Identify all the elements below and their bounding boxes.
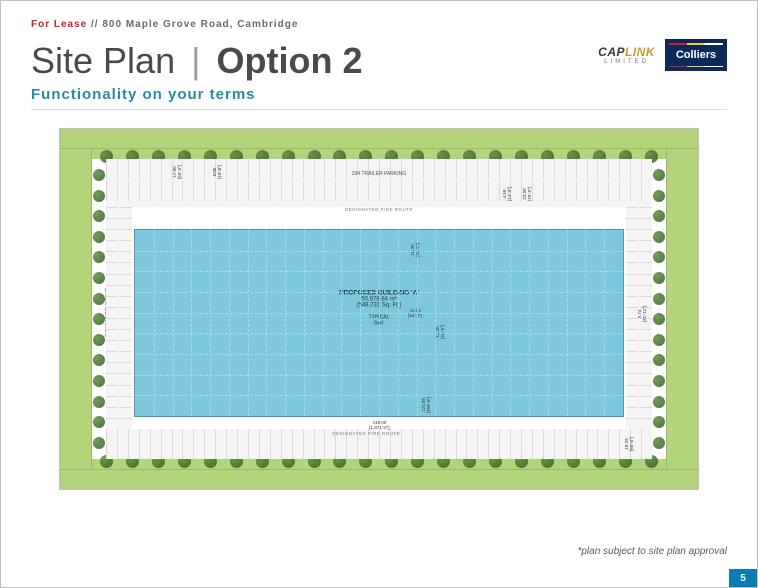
- caplink-logo: CAPLINK LIMITED: [598, 45, 655, 65]
- page-number: 5: [729, 569, 757, 587]
- logos: CAPLINK LIMITED Colliers: [598, 39, 727, 71]
- dim-side-2: 18.29[60'-0"]: [624, 437, 634, 451]
- trailer-parking-label: 234 TRAILER PARKING: [352, 171, 406, 177]
- dim-length: 419.00[1,371'-0"]: [369, 420, 389, 430]
- site-plan: BOXWOOD DRIVE MAPLE GROVE ROAD 234 TRAIL…: [59, 128, 699, 490]
- dim-park-3: 23.00[75'-5"]: [522, 187, 532, 201]
- fire-route-top: DESIGNATED FIRE ROUTE: [345, 207, 413, 212]
- grass-top: [60, 129, 698, 149]
- lease-line: For Lease // 800 Maple Grove Road, Cambr…: [31, 19, 727, 30]
- colliers-text: Colliers: [676, 49, 716, 61]
- grass-right: [666, 149, 698, 469]
- rule: [31, 109, 727, 110]
- page: For Lease // 800 Maple Grove Road, Cambr…: [0, 0, 758, 588]
- footnote: *plan subject to site plan approval: [577, 546, 727, 557]
- title-left: Site Plan: [31, 40, 175, 81]
- title-divider: |: [191, 40, 200, 81]
- address: 800 Maple Grove Road, Cambridge: [102, 19, 298, 30]
- parking-top: [106, 159, 652, 207]
- colliers-logo: Colliers: [665, 39, 727, 71]
- caplink-cap: CAP: [598, 45, 625, 59]
- caplink-limited: LIMITED: [598, 59, 655, 65]
- trees-right: [653, 169, 665, 449]
- for-lease-label: For Lease: [31, 19, 87, 30]
- header: For Lease // 800 Maple Grove Road, Cambr…: [1, 1, 757, 110]
- caplink-link: LINK: [625, 45, 655, 59]
- lease-sep: //: [87, 19, 102, 30]
- fire-route-bottom: DESIGNATED FIRE ROUTE: [332, 431, 400, 436]
- dim-park-2: 6.00[19'-8"]: [212, 165, 222, 179]
- title-right: Option 2: [216, 40, 362, 81]
- parking-left: [106, 207, 132, 429]
- trees-left: [93, 169, 105, 449]
- subtitle: Functionality on your terms: [31, 86, 727, 103]
- building-a: PROPOSED BUILDING 'A' 50,978.84 m² (548,…: [134, 229, 624, 417]
- grass-left: [60, 149, 92, 469]
- dim-side-1: 9.74[31'-11"]: [637, 306, 647, 322]
- grass-bottom: [60, 469, 698, 489]
- dim-park-1: 17.00[55'-9"]: [172, 165, 182, 179]
- dim-park-4: 4.50[14'-9"]: [502, 187, 512, 201]
- dim-depth: 121.68[399'-0"]: [421, 397, 431, 413]
